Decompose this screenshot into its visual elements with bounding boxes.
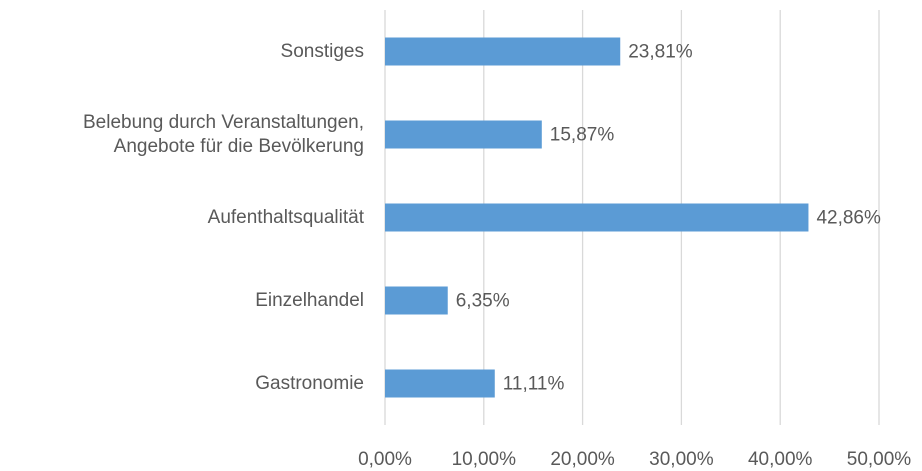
value-label: 6,35% <box>456 291 510 312</box>
y-tick-label: Aufenthaltsqualität <box>207 206 364 228</box>
x-tick-label: 0,00% <box>358 449 412 470</box>
bar <box>385 369 495 398</box>
x-tick-label: 50,00% <box>847 449 912 470</box>
bar <box>385 37 621 66</box>
y-tick-label: Einzelhandel <box>255 289 364 311</box>
x-tick-label: 20,00% <box>550 449 615 470</box>
bar <box>385 120 542 149</box>
bar <box>385 203 809 232</box>
x-tick-label: 30,00% <box>649 449 714 470</box>
y-tick-label: Gastronomie <box>255 372 364 394</box>
bar <box>385 286 448 315</box>
x-tick-label: 40,00% <box>748 449 813 470</box>
value-label: 42,86% <box>816 208 881 229</box>
y-tick-label: Sonstiges <box>280 40 364 62</box>
y-tick-label: Belebung durch Veranstaltungen, Angebote… <box>83 111 364 157</box>
value-label: 23,81% <box>628 42 693 63</box>
x-tick-label: 10,00% <box>452 449 517 470</box>
value-label: 11,11% <box>503 374 565 395</box>
value-label: 15,87% <box>550 125 615 146</box>
